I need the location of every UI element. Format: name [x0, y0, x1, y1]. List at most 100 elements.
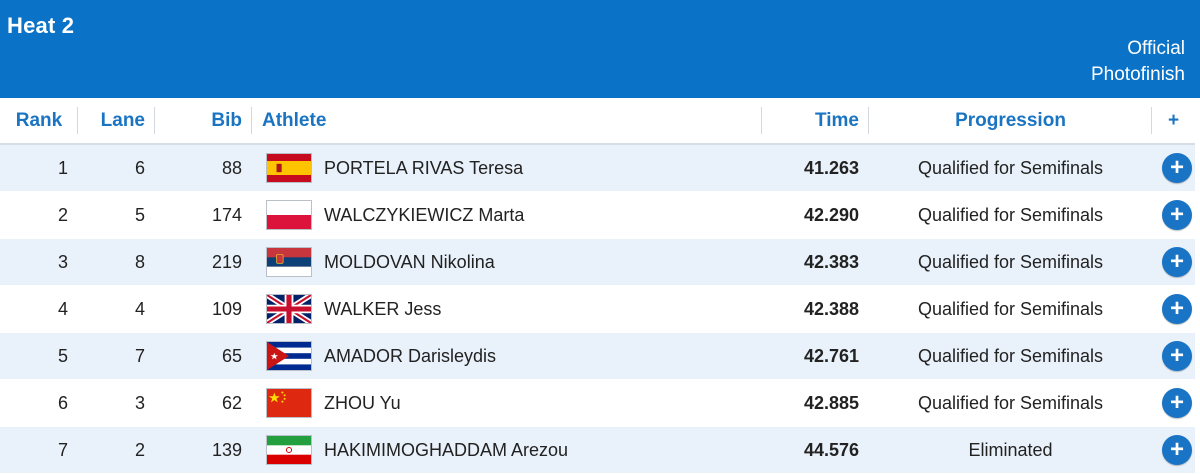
- results-table: Rank Lane Bib Athlete Time Progression +…: [0, 98, 1195, 474]
- more-cell: +: [1152, 285, 1195, 333]
- bib-cell: 88: [155, 144, 252, 192]
- bib-cell: 62: [155, 379, 252, 427]
- time-cell: 41.263: [762, 144, 869, 192]
- lane-cell: 6: [78, 144, 155, 192]
- column-header-lane[interactable]: Lane: [78, 98, 155, 145]
- bib-cell: 109: [155, 285, 252, 333]
- time-cell: 44.576: [762, 426, 869, 474]
- progression-cell: Qualified for Semifinals: [869, 238, 1152, 286]
- progression-cell: Eliminated: [869, 426, 1152, 474]
- athlete-name-link[interactable]: HAKIMIMOGHADDAM Arezou: [324, 439, 569, 460]
- lane-cell: 8: [78, 238, 155, 286]
- flag-iran-icon: [266, 435, 312, 465]
- athlete-name-link[interactable]: MOLDOVAN Nikolina: [324, 251, 495, 272]
- bib-cell: 65: [155, 332, 252, 380]
- flag-china-icon: [266, 388, 312, 418]
- column-header-rank[interactable]: Rank: [0, 98, 78, 145]
- table-row: 3 8 219 MOLDOVAN Nikolina 42.383 Qualifi…: [0, 238, 1195, 286]
- lane-cell: 5: [78, 191, 155, 239]
- more-cell: +: [1152, 238, 1195, 286]
- column-header-progression[interactable]: Progression: [869, 98, 1152, 145]
- athlete-wrap: MOLDOVAN Nikolina: [266, 247, 752, 277]
- time-cell: 42.290: [762, 191, 869, 239]
- photofinish-link[interactable]: Photofinish: [1090, 64, 1185, 85]
- rank-cell: 4: [0, 285, 78, 333]
- official-status: Official Photofinish: [1091, 36, 1185, 88]
- athlete-name-link[interactable]: WALKER Jess: [324, 298, 442, 319]
- time-cell: 42.761: [762, 332, 869, 380]
- athlete-name-link[interactable]: PORTELA RIVAS Teresa: [324, 157, 524, 178]
- official-label: Official: [1127, 38, 1185, 59]
- heat-title: Heat 2: [7, 13, 75, 38]
- lane-cell: 3: [78, 379, 155, 427]
- lane-cell: 2: [78, 426, 155, 474]
- athlete-cell: PORTELA RIVAS Teresa: [252, 144, 762, 192]
- expand-row-button[interactable]: +: [1162, 153, 1192, 183]
- progression-cell: Qualified for Semifinals: [869, 379, 1152, 427]
- progression-cell: Qualified for Semifinals: [869, 285, 1152, 333]
- bib-cell: 174: [155, 191, 252, 239]
- table-row: 6 3 62 ZHOU Yu 42.885 Qualified for Semi…: [0, 379, 1195, 427]
- progression-cell: Qualified for Semifinals: [869, 191, 1152, 239]
- rank-cell: 2: [0, 191, 78, 239]
- flag-cuba-icon: [266, 341, 312, 371]
- athlete-cell: MOLDOVAN Nikolina: [252, 238, 762, 286]
- bib-cell: 139: [155, 426, 252, 474]
- more-cell: +: [1152, 191, 1195, 239]
- athlete-cell: WALKER Jess: [252, 285, 762, 333]
- column-header-time[interactable]: Time: [762, 98, 869, 145]
- expand-row-button[interactable]: +: [1162, 200, 1192, 230]
- athlete-cell: WALCZYKIEWICZ Marta: [252, 191, 762, 239]
- table-row: 2 5 174 WALCZYKIEWICZ Marta 42.290 Quali…: [0, 191, 1195, 239]
- expand-row-button[interactable]: +: [1162, 435, 1192, 465]
- more-cell: +: [1152, 144, 1195, 192]
- progression-cell: Qualified for Semifinals: [869, 144, 1152, 192]
- flag-serbia-icon: [266, 247, 312, 277]
- athlete-cell: AMADOR Darisleydis: [252, 332, 762, 380]
- time-cell: 42.383: [762, 238, 869, 286]
- athlete-name-link[interactable]: WALCZYKIEWICZ Marta: [324, 204, 525, 225]
- column-header-bib[interactable]: Bib: [155, 98, 252, 145]
- athlete-wrap: WALKER Jess: [266, 294, 752, 324]
- rank-cell: 1: [0, 144, 78, 192]
- time-cell: 42.885: [762, 379, 869, 427]
- flag-uk-icon: [266, 294, 312, 324]
- bib-cell: 219: [155, 238, 252, 286]
- athlete-name-link[interactable]: ZHOU Yu: [324, 392, 401, 413]
- column-header-athlete[interactable]: Athlete: [252, 98, 762, 145]
- athlete-wrap: AMADOR Darisleydis: [266, 341, 752, 371]
- rank-cell: 6: [0, 379, 78, 427]
- heat-header: Heat 2 Official Photofinish: [0, 0, 1200, 98]
- expand-row-button[interactable]: +: [1162, 247, 1192, 277]
- athlete-cell: HAKIMIMOGHADDAM Arezou: [252, 426, 762, 474]
- more-cell: +: [1152, 426, 1195, 474]
- table-row: 1 6 88 PORTELA RIVAS Teresa 41.263 Quali…: [0, 144, 1195, 192]
- rank-cell: 7: [0, 426, 78, 474]
- athlete-cell: ZHOU Yu: [252, 379, 762, 427]
- athlete-wrap: ZHOU Yu: [266, 388, 752, 418]
- table-row: 4 4 109 WALKER Jess 42.388 Qualified for…: [0, 285, 1195, 333]
- rank-cell: 3: [0, 238, 78, 286]
- table-header-row: Rank Lane Bib Athlete Time Progression +: [0, 98, 1195, 145]
- lane-cell: 7: [78, 332, 155, 380]
- table-row: 7 2 139 HAKIMIMOGHADDAM Arezou 44.576 El…: [0, 426, 1195, 474]
- flag-poland-icon: [266, 200, 312, 230]
- expand-row-button[interactable]: +: [1162, 341, 1192, 371]
- column-header-more[interactable]: +: [1152, 98, 1195, 145]
- athlete-wrap: WALCZYKIEWICZ Marta: [266, 200, 752, 230]
- table-row: 5 7 65 AMADOR Darisleydis 42.761 Qualifi…: [0, 332, 1195, 380]
- rank-cell: 5: [0, 332, 78, 380]
- time-cell: 42.388: [762, 285, 869, 333]
- more-cell: +: [1152, 379, 1195, 427]
- expand-row-button[interactable]: +: [1162, 294, 1192, 324]
- athlete-wrap: HAKIMIMOGHADDAM Arezou: [266, 435, 752, 465]
- lane-cell: 4: [78, 285, 155, 333]
- expand-row-button[interactable]: +: [1162, 388, 1192, 418]
- results-body: 1 6 88 PORTELA RIVAS Teresa 41.263 Quali…: [0, 144, 1195, 474]
- more-cell: +: [1152, 332, 1195, 380]
- athlete-name-link[interactable]: AMADOR Darisleydis: [324, 345, 497, 366]
- progression-cell: Qualified for Semifinals: [869, 332, 1152, 380]
- athlete-wrap: PORTELA RIVAS Teresa: [266, 153, 752, 183]
- flag-spain-icon: [266, 153, 312, 183]
